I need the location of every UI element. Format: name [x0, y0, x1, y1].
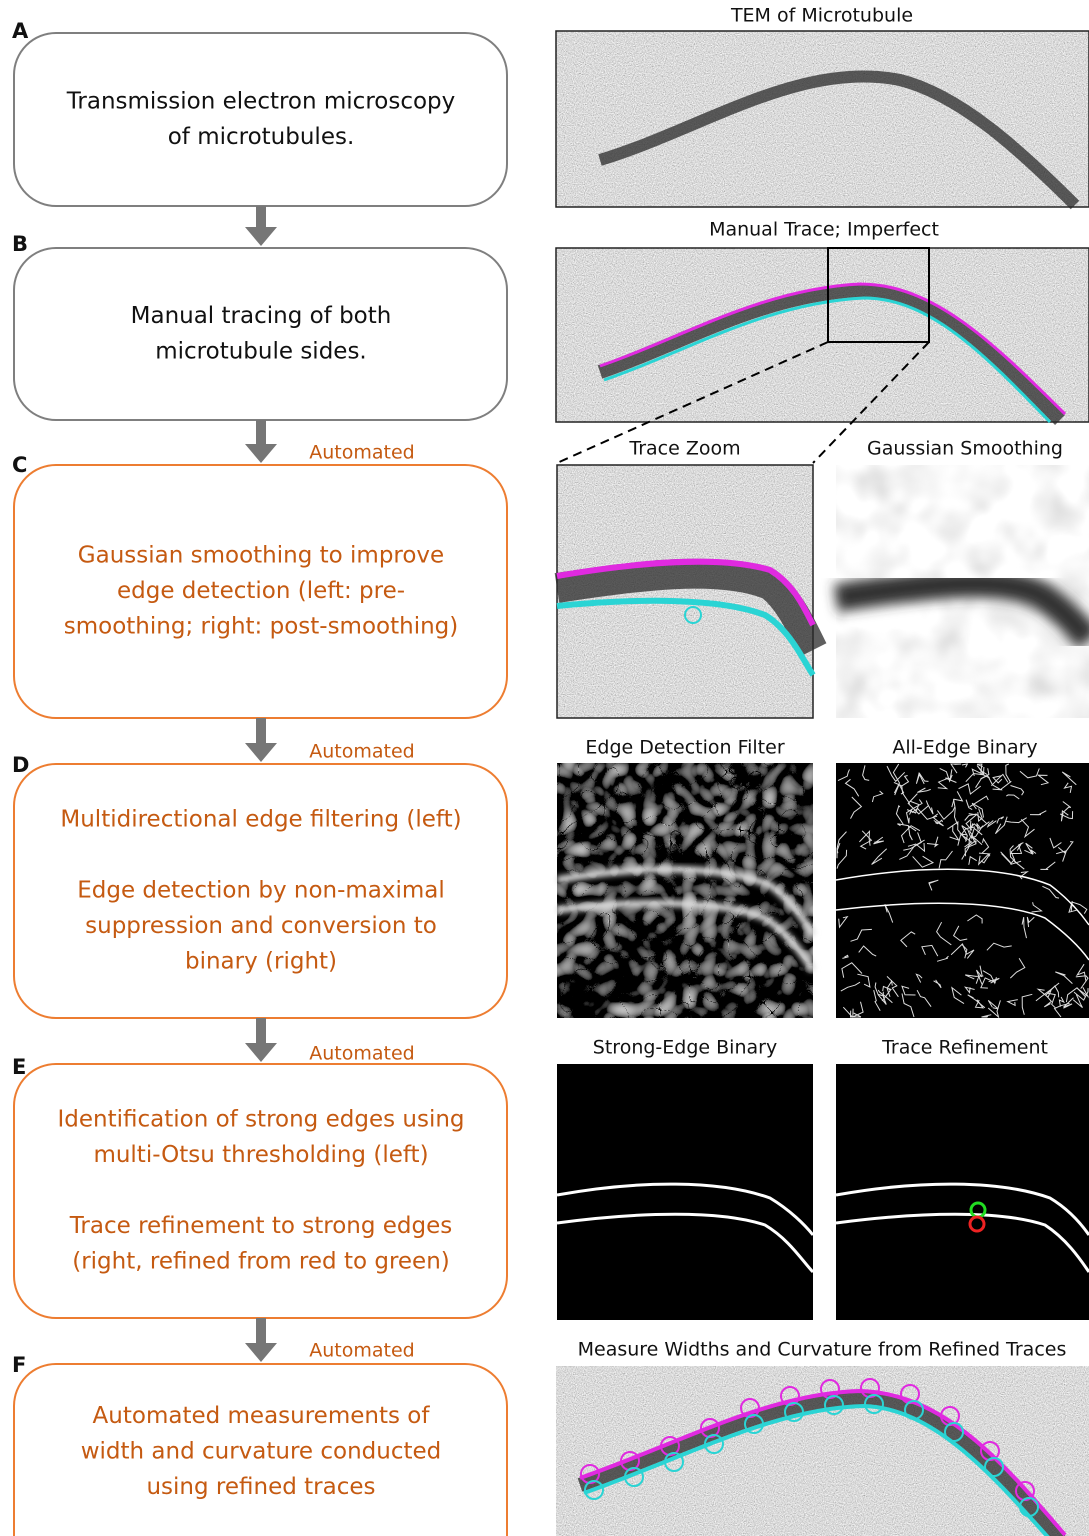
- step-text: Multidirectional edge filtering (left): [60, 807, 461, 833]
- arrow-head: [245, 444, 277, 463]
- step-text: binary (right): [185, 949, 337, 975]
- step-box: [14, 33, 507, 206]
- image-title: Trace Zoom: [628, 438, 740, 460]
- arrow-head: [245, 227, 277, 246]
- image-title: Gaussian Smoothing: [867, 438, 1063, 460]
- arrow-shaft: [256, 718, 266, 744]
- step-text: Edge detection by non-maximal: [77, 878, 445, 904]
- step-letter: D: [12, 753, 29, 777]
- arrow-shaft: [256, 420, 266, 445]
- arrow-head: [245, 743, 277, 762]
- step-text: suppression and conversion to: [85, 913, 437, 939]
- image-title: Manual Trace; Imperfect: [709, 219, 939, 241]
- automated-note: Automated: [309, 741, 414, 763]
- automated-note: Automated: [309, 1340, 414, 1362]
- step-letter: A: [12, 19, 29, 43]
- step-text: multi-Otsu thresholding (left): [93, 1142, 428, 1168]
- image-title: Edge Detection Filter: [585, 737, 784, 759]
- image-title: Strong-Edge Binary: [593, 1037, 777, 1059]
- step-text: Identification of strong edges using: [57, 1107, 464, 1133]
- step-box: [14, 1064, 507, 1318]
- automated-note: Automated: [309, 1043, 414, 1065]
- tem-image: [556, 31, 1089, 207]
- step-text: of microtubules.: [168, 124, 355, 150]
- step-text: Manual tracing of both: [131, 303, 392, 329]
- image-title: All-Edge Binary: [892, 737, 1037, 759]
- step-text: Trace refinement to strong edges: [69, 1213, 453, 1239]
- step-text: (right, refined from red to green): [72, 1249, 450, 1275]
- step-text: smoothing; right: post-smoothing): [64, 614, 459, 640]
- step-text: edge detection (left: pre-: [117, 578, 405, 604]
- arrow-head: [245, 1343, 277, 1362]
- image-title: Trace Refinement: [881, 1037, 1048, 1059]
- arrow-head: [245, 1043, 277, 1062]
- step-text: using refined traces: [146, 1474, 375, 1500]
- image-panels: [556, 31, 1089, 1536]
- trace-refinement-image: [836, 1064, 1089, 1320]
- step-letter: C: [12, 453, 27, 477]
- step-letter: E: [12, 1055, 26, 1079]
- strong-edge-image: [557, 1064, 813, 1320]
- arrow-shaft: [256, 1018, 266, 1044]
- measure-image: [556, 1366, 1089, 1536]
- image-title: TEM of Microtubule: [730, 5, 913, 27]
- step-text: width and curvature conducted: [81, 1439, 442, 1465]
- image-title: Measure Widths and Curvature from Refine…: [578, 1339, 1067, 1361]
- step-text: Gaussian smoothing to improve: [78, 543, 444, 569]
- step-text: Transmission electron microscopy: [66, 88, 456, 114]
- figure: A Transmission electron microscopy of micr…: [0, 0, 1089, 1536]
- arrow-shaft: [256, 1318, 266, 1344]
- step-text: microtubule sides.: [155, 338, 367, 364]
- automated-note: Automated: [309, 442, 414, 464]
- manual-trace-image: [556, 248, 1089, 422]
- step-letter: F: [12, 1353, 26, 1377]
- step-box: [14, 248, 507, 420]
- step-letter: B: [12, 232, 28, 256]
- step-text: Automated measurements of: [93, 1403, 431, 1429]
- arrow-shaft: [256, 206, 266, 228]
